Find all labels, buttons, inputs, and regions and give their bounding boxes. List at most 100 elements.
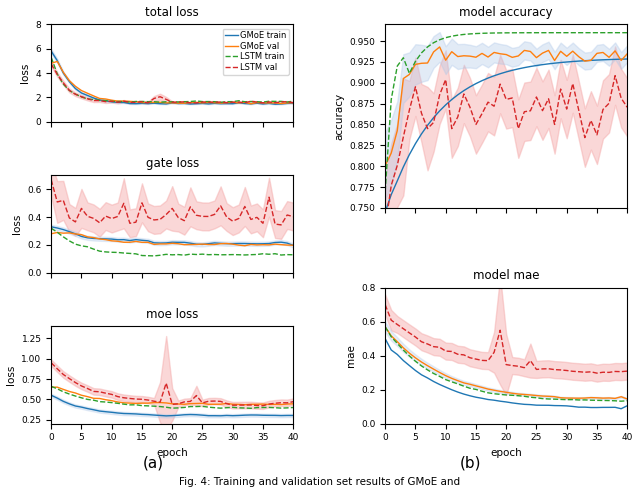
LSTM val <box>96 97 104 103</box>
GMoE val <box>211 100 218 106</box>
LSTM train <box>65 88 73 94</box>
Text: Fig. 4: Training and validation set results of GMoE and: Fig. 4: Training and validation set resu… <box>179 477 461 487</box>
LSTM train <box>126 99 134 105</box>
LSTM val <box>193 100 200 106</box>
GMoE val <box>253 100 260 106</box>
LSTM train <box>138 98 146 104</box>
Y-axis label: accuracy: accuracy <box>334 93 344 140</box>
LSTM val <box>180 99 188 105</box>
GMoE train <box>235 100 243 106</box>
GMoE train <box>223 101 230 107</box>
GMoE train <box>271 101 279 107</box>
LSTM val <box>168 99 176 105</box>
GMoE val <box>72 83 79 89</box>
LSTM train <box>132 98 140 104</box>
LSTM train <box>108 98 116 104</box>
GMoE val <box>47 60 55 66</box>
LSTM train <box>144 99 152 105</box>
GMoE val <box>77 88 85 94</box>
GMoE train <box>132 101 140 107</box>
LSTM val <box>175 99 182 105</box>
GMoE val <box>90 93 97 99</box>
GMoE train <box>102 98 109 104</box>
GMoE train <box>265 100 273 106</box>
GMoE train <box>259 101 267 107</box>
LSTM train <box>259 99 267 105</box>
GMoE val <box>156 99 164 105</box>
Y-axis label: loss: loss <box>6 365 16 385</box>
GMoE val <box>84 90 92 96</box>
GMoE val <box>144 100 152 106</box>
GMoE train <box>114 99 122 105</box>
LSTM val <box>120 98 127 104</box>
Title: model accuracy: model accuracy <box>460 6 553 19</box>
LSTM train <box>114 98 122 104</box>
GMoE val <box>241 99 249 105</box>
LSTM val <box>217 99 225 105</box>
GMoE train <box>77 90 85 96</box>
LSTM val <box>211 99 218 105</box>
LSTM val <box>241 100 249 106</box>
GMoE train <box>163 101 170 107</box>
GMoE train <box>120 99 127 105</box>
LSTM train <box>193 98 200 104</box>
GMoE val <box>114 98 122 104</box>
LSTM val <box>90 97 97 103</box>
LSTM train <box>223 99 230 105</box>
GMoE train <box>180 100 188 106</box>
GMoE train <box>217 101 225 107</box>
LSTM val <box>247 98 255 104</box>
Text: (a): (a) <box>143 455 164 470</box>
LSTM val <box>235 99 243 105</box>
GMoE val <box>198 100 206 106</box>
LSTM val <box>259 100 267 106</box>
LSTM train <box>186 98 194 104</box>
GMoE val <box>132 99 140 105</box>
GMoE val <box>53 58 61 64</box>
LSTM val <box>108 98 116 104</box>
Y-axis label: mae: mae <box>346 344 356 367</box>
GMoE val <box>150 99 158 105</box>
GMoE train <box>193 101 200 107</box>
Title: total loss: total loss <box>145 6 199 19</box>
GMoE train <box>90 95 97 101</box>
GMoE val <box>223 100 230 106</box>
LSTM train <box>211 99 218 105</box>
LSTM val <box>84 96 92 102</box>
GMoE train <box>205 101 212 107</box>
GMoE val <box>120 98 127 104</box>
GMoE val <box>271 100 279 106</box>
Line: GMoE train: GMoE train <box>51 51 293 104</box>
LSTM val <box>163 96 170 102</box>
LSTM val <box>271 100 279 106</box>
Text: (b): (b) <box>460 455 481 470</box>
LSTM train <box>271 98 279 104</box>
GMoE train <box>175 101 182 107</box>
LSTM val <box>144 100 152 106</box>
GMoE train <box>53 58 61 64</box>
LSTM val <box>223 100 230 106</box>
LSTM train <box>72 91 79 97</box>
LSTM train <box>217 99 225 105</box>
Line: LSTM val: LSTM val <box>51 64 293 103</box>
GMoE train <box>108 99 116 105</box>
GMoE train <box>72 86 79 92</box>
GMoE train <box>253 100 260 106</box>
GMoE val <box>284 100 291 106</box>
GMoE val <box>265 100 273 106</box>
GMoE train <box>186 101 194 107</box>
GMoE val <box>247 101 255 107</box>
LSTM train <box>47 55 55 60</box>
GMoE val <box>205 99 212 105</box>
GMoE val <box>180 100 188 106</box>
Title: moe loss: moe loss <box>146 308 198 321</box>
LSTM val <box>198 99 206 105</box>
GMoE train <box>96 97 104 103</box>
GMoE train <box>284 100 291 106</box>
GMoE val <box>217 100 225 106</box>
GMoE train <box>241 101 249 107</box>
GMoE train <box>144 101 152 107</box>
GMoE val <box>289 100 297 106</box>
LSTM val <box>229 99 237 105</box>
LSTM val <box>65 88 73 94</box>
